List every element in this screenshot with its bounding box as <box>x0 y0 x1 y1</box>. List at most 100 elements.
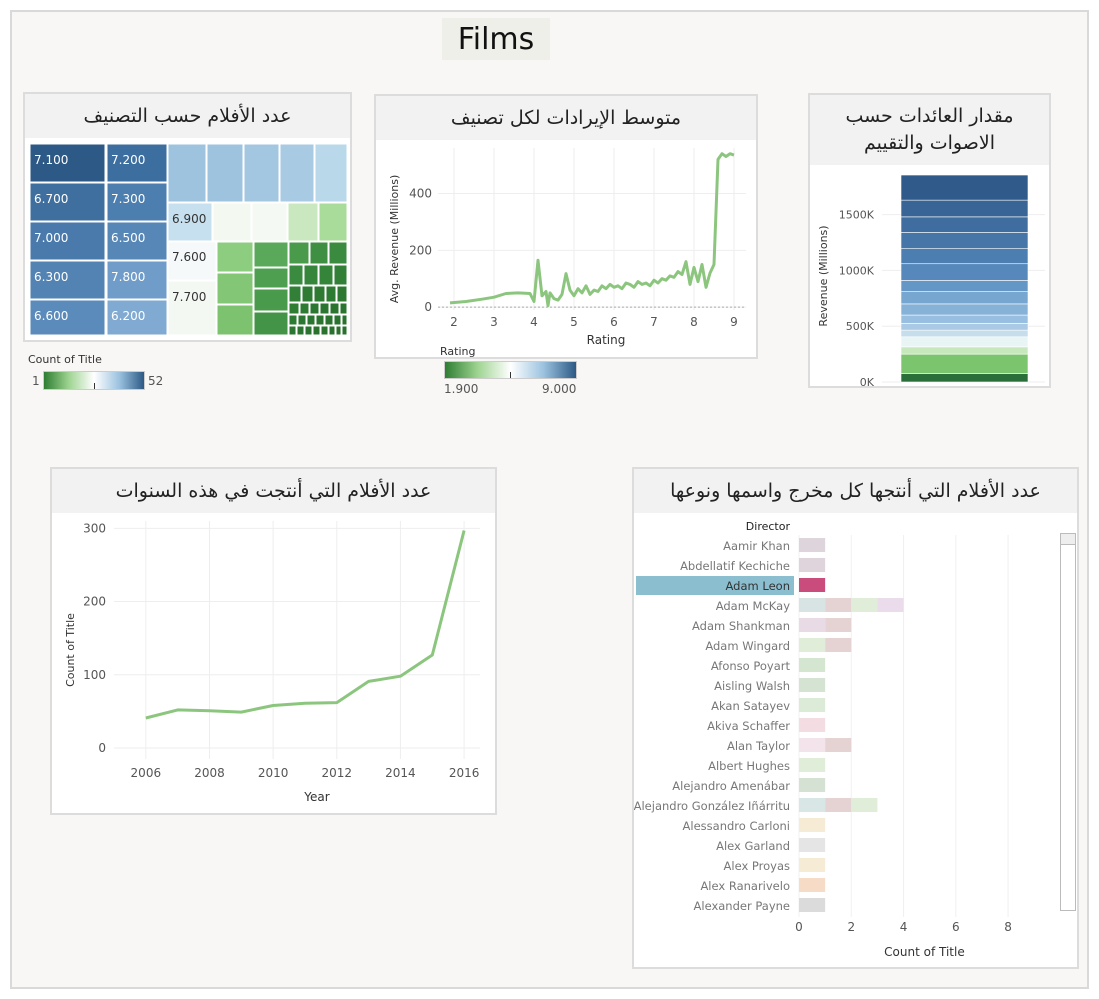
treemap-cell <box>318 202 348 242</box>
treemap-cell <box>288 285 302 303</box>
treemap-cell <box>253 241 289 268</box>
treemap-label: 6.500 <box>111 231 145 245</box>
treemap-cell <box>299 302 310 315</box>
treemap-label: 7.100 <box>34 153 68 167</box>
count-legend-max: 52 <box>148 374 164 388</box>
director-bar-segment <box>799 558 826 572</box>
treemap-cell <box>167 143 207 203</box>
treemap-label: 7.700 <box>172 290 206 304</box>
director-label: Akiva Schaffer <box>707 719 790 733</box>
treemap-cell <box>318 264 334 286</box>
x-tick-label: 2 <box>847 920 855 934</box>
treemap-cell <box>106 299 168 336</box>
director-scrollbar-thumb[interactable] <box>1061 534 1075 545</box>
director-scrollbar[interactable] <box>1060 533 1076 911</box>
x-tick-label: 2012 <box>322 766 353 780</box>
treemap-panel: عدد الأفلام حسب التصنيف 7.100 7.200 6.700 7… <box>23 92 352 342</box>
revenue-chart[interactable]: 0K 500K 1000K 1500K Revenue (Millions) <box>810 166 1049 387</box>
director-bar-segment <box>799 798 826 812</box>
treemap-cell <box>329 302 340 315</box>
director-bar-segment <box>799 778 826 792</box>
years-title: عدد الأفلام التي أنتجت في هذه السنوات <box>52 469 495 513</box>
director-bar-segment <box>799 838 826 852</box>
director-bar-segment <box>799 818 826 832</box>
x-tick-label: 9 <box>730 315 738 329</box>
treemap-cell <box>106 182 168 222</box>
y-tick-label: 1000K <box>839 264 875 277</box>
x-tick-label: 4 <box>530 315 538 329</box>
treemap-cell <box>335 325 342 336</box>
treemap-label: 7.000 <box>34 231 68 245</box>
director-label: Alejandro Amenábar <box>672 779 790 793</box>
years-chart[interactable]: 2006 2008 2010 2012 2014 2016 0 100 200 300 Year Co… <box>52 515 495 813</box>
director-header: Director <box>746 520 791 533</box>
treemap-label: 6.600 <box>34 309 68 323</box>
revenue-segment <box>900 263 1029 281</box>
director-label: Albert Hughes <box>708 759 790 773</box>
director-label: Adam McKay <box>716 599 791 613</box>
treemap-cell <box>328 325 336 336</box>
treemap-cell <box>253 311 289 336</box>
revenue-segment <box>900 336 1029 348</box>
revenue-segment <box>900 291 1029 305</box>
revenue-segment <box>900 314 1029 324</box>
revenue-segment <box>900 373 1029 383</box>
director-bar-segment <box>825 738 852 752</box>
treemap-cell <box>216 304 254 336</box>
director-label: Alex Garland <box>716 839 790 853</box>
y-tick-label: 0 <box>98 741 106 755</box>
treemap-cell <box>29 182 106 222</box>
x-tick-label: 2016 <box>449 766 480 780</box>
treemap-label: 7.600 <box>172 250 206 264</box>
treemap-cell <box>287 202 319 242</box>
director-bar-segment <box>799 618 826 632</box>
treemap-cell <box>167 241 217 281</box>
x-tick-label: 2008 <box>194 766 225 780</box>
y-tick-label: 400 <box>409 186 432 200</box>
director-panel: عدد الأفلام التي أنتجها كل مخرج واسمها و… <box>632 467 1079 969</box>
treemap-cell <box>339 302 348 315</box>
treemap-cell <box>29 143 106 183</box>
treemap-cell <box>288 264 304 286</box>
x-tick-label: 0 <box>795 920 803 934</box>
director-label: Alejandro González Iñárritu <box>634 799 790 813</box>
count-legend-ramp <box>43 371 145 390</box>
director-label: Alex Ranarivelo <box>700 879 790 893</box>
revenue-segment <box>900 199 1029 218</box>
x-tick-label: 8 <box>1004 920 1012 934</box>
treemap-cell <box>279 143 315 203</box>
treemap-cell <box>312 325 321 336</box>
director-label: Afonso Poyart <box>711 659 791 673</box>
treemap-chart[interactable]: 7.100 7.200 6.700 7.300 7.000 6.500 6.300 7.800… <box>25 140 350 340</box>
revenue-panel: مقدار العائدات حسب الاصوات والتقييم 0K 50… <box>808 93 1051 388</box>
treemap-cell <box>167 202 213 242</box>
treemap-cell <box>212 202 252 242</box>
y-tick-label: 1500K <box>839 209 875 222</box>
treemap-cell <box>288 314 298 326</box>
director-chart[interactable]: Director 0 2 4 6 8 Aamir Khan Abdellatif Kechic… <box>634 515 1059 967</box>
treemap-cell <box>253 267 289 289</box>
treemap-cell <box>106 143 168 183</box>
y-tick-label: 200 <box>83 595 106 609</box>
treemap-label: 6.200 <box>111 309 145 323</box>
director-label: Adam Wingard <box>705 639 790 653</box>
count-legend-title: Count of Title <box>28 353 102 366</box>
avg-revenue-line <box>449 152 735 308</box>
avg-revenue-chart[interactable]: 2 3 4 5 6 7 8 9 0 200 400 Rating Avg. Revenue (Milli… <box>376 142 756 357</box>
treemap-cell <box>314 143 348 203</box>
rating-legend-max: 9.000 <box>542 382 577 396</box>
x-tick-label: 6 <box>952 920 960 934</box>
treemap-cell <box>297 314 307 326</box>
x-axis-label: Count of Title <box>884 945 965 959</box>
years-panel: عدد الأفلام التي أنتجت في هذه السنوات 20… <box>50 467 497 815</box>
revenue-segment <box>900 216 1029 233</box>
director-bar-segment <box>851 598 878 612</box>
director-label: Alessandro Carloni <box>683 819 790 833</box>
treemap-title: عدد الأفلام حسب التصنيف <box>25 94 350 138</box>
treemap-cell <box>253 288 289 312</box>
treemap-label: 6.900 <box>172 212 206 226</box>
director-bar-segment <box>799 718 826 732</box>
treemap-cell <box>296 325 305 336</box>
x-tick-label: 6 <box>610 315 618 329</box>
revenue-segment <box>900 303 1029 316</box>
